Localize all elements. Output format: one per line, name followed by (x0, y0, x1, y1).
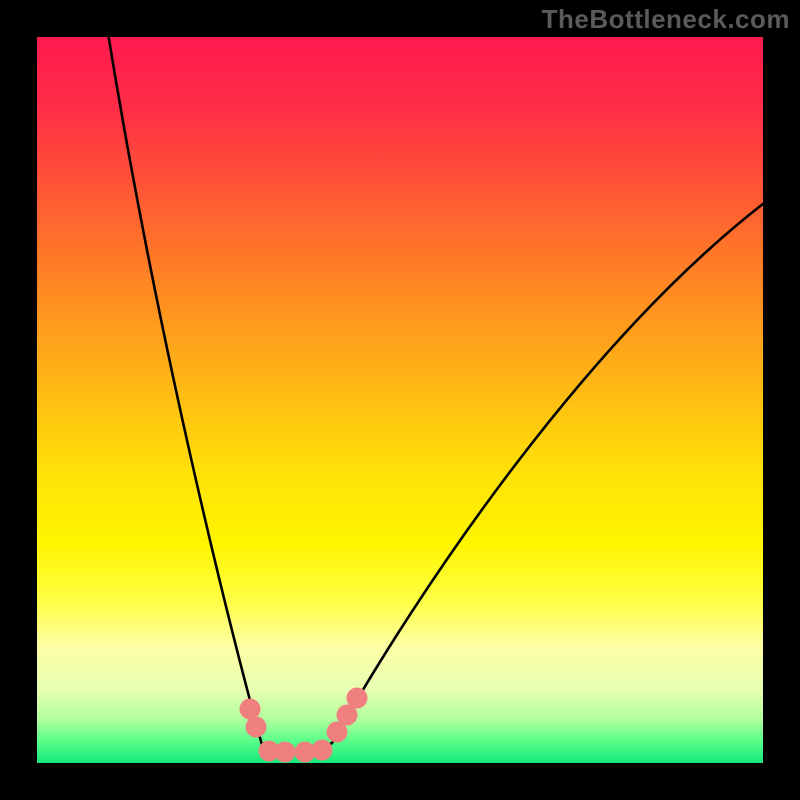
gradient-background (37, 37, 763, 763)
curve-marker (275, 742, 296, 763)
watermark-text: TheBottleneck.com (542, 4, 790, 35)
plot-svg (37, 37, 763, 763)
curve-marker (246, 717, 267, 738)
curve-marker (312, 740, 333, 761)
curve-marker (240, 699, 261, 720)
plot-area (37, 37, 763, 763)
chart-container: TheBottleneck.com (0, 0, 800, 800)
curve-marker (347, 688, 368, 709)
